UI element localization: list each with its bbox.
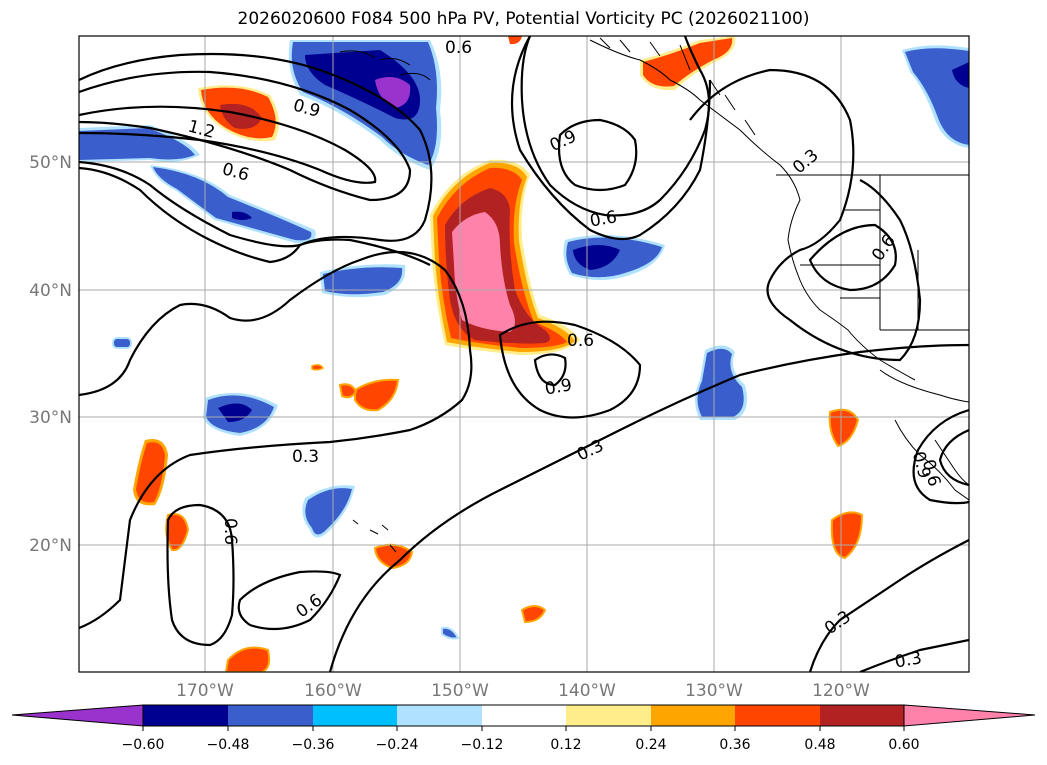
pv-anomaly-positive-small bbox=[133, 364, 864, 672]
lon-label: 150°W bbox=[431, 681, 489, 701]
contour-label: 0.6 bbox=[567, 331, 594, 351]
lon-label: 130°W bbox=[685, 681, 743, 701]
colorbar-segment bbox=[651, 705, 735, 726]
colorbar-segment bbox=[143, 705, 228, 726]
colorbar: −0.60 −0.48 −0.36 −0.24 −0.12 0.12 0.24 … bbox=[11, 704, 1036, 753]
colorbar-tick-label: −0.12 bbox=[461, 737, 504, 753]
contour-label: 0.6 bbox=[445, 38, 472, 58]
contour-label: 0.6 bbox=[220, 518, 240, 545]
colorbar-extend-low bbox=[11, 704, 144, 727]
pv-anomaly-negative-off-california bbox=[563, 235, 665, 280]
colorbar-tick-label: 0.12 bbox=[550, 737, 581, 753]
colorbar-segment bbox=[820, 705, 904, 726]
lon-label: 170°W bbox=[176, 681, 234, 701]
pv-anomaly-negative-small bbox=[441, 626, 460, 640]
pv-anomaly-positive-central bbox=[430, 159, 580, 355]
colorbar-segment bbox=[397, 705, 482, 726]
pv-contours bbox=[79, 36, 969, 672]
colorbar-tick-label: −0.24 bbox=[376, 737, 419, 753]
longitude-labels: 170°W 160°W 150°W 140°W 130°W 120°W bbox=[176, 681, 870, 701]
colorbar-segment bbox=[566, 705, 651, 726]
lon-label: 120°W bbox=[812, 681, 870, 701]
colorbar-extend-high bbox=[903, 704, 1036, 727]
latitude-labels: 50°N 40°N 30°N 20°N bbox=[29, 153, 72, 556]
pv-anomaly-negative-northeast bbox=[902, 45, 969, 148]
pv-anomaly-negative-central bbox=[320, 264, 406, 298]
colorbar-segment bbox=[313, 705, 397, 726]
map-plot-area: 0.6 0.9 1.2 0.6 0.9 0.6 0.3 0.6 0.6 0.9 … bbox=[79, 36, 969, 672]
contour-label: 0.6 bbox=[588, 207, 618, 231]
lat-label: 30°N bbox=[29, 408, 72, 428]
colorbar-tick-label: −0.36 bbox=[292, 737, 335, 753]
contour-label: 0.3 bbox=[292, 447, 319, 467]
map-frame bbox=[78, 35, 970, 673]
lat-label: 40°N bbox=[29, 281, 72, 301]
colorbar-segment bbox=[482, 705, 566, 726]
lon-label: 160°W bbox=[304, 681, 362, 701]
colorbar-tick-label: 0.24 bbox=[635, 737, 666, 753]
colorbar-tick-label: 0.36 bbox=[719, 737, 750, 753]
pv-anomaly-negative-hawaii bbox=[302, 485, 355, 538]
contour-label: 0.9 bbox=[543, 375, 573, 399]
colorbar-tick-label: −0.60 bbox=[122, 737, 165, 753]
map-title: 2026020600 F084 500 hPa PV, Potential Vo… bbox=[237, 9, 810, 29]
colorbar-segment bbox=[228, 705, 313, 726]
lon-label: 140°W bbox=[558, 681, 616, 701]
colorbar-tick-label: 0.48 bbox=[804, 737, 835, 753]
graticule bbox=[79, 36, 969, 672]
lat-label: 50°N bbox=[29, 153, 72, 173]
colorbar-segment bbox=[735, 705, 820, 726]
pv-anomaly-negative-small bbox=[112, 337, 132, 349]
colorbar-tick-label: 0.60 bbox=[888, 737, 919, 753]
contour-label: 0.3 bbox=[893, 648, 923, 672]
colorbar-frame bbox=[142, 704, 905, 727]
lat-label: 20°N bbox=[29, 536, 72, 556]
colorbar-tick-label: −0.48 bbox=[207, 737, 250, 753]
